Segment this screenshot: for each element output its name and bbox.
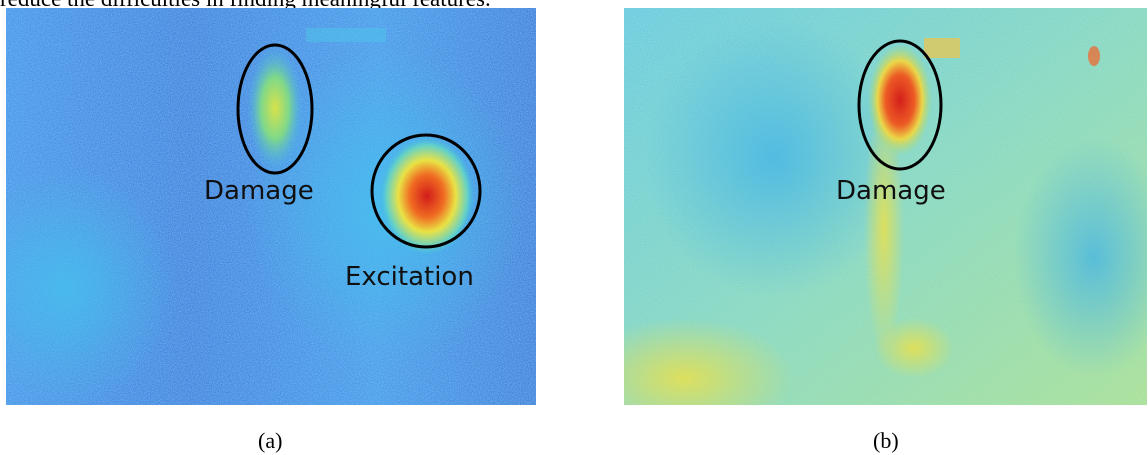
heatmap-image-b <box>624 8 1147 405</box>
damage-ellipse-a <box>236 43 314 175</box>
damage-label-a: Damage <box>204 176 314 206</box>
heatmap-image-a <box>6 8 536 405</box>
excitation-ellipse-a <box>370 133 482 249</box>
caption-b: (b) <box>873 428 899 453</box>
heatmap-panel-a: Damage Excitation <box>6 8 536 405</box>
damage-label-b: Damage <box>836 176 946 206</box>
caption-a: (a) <box>258 428 283 453</box>
excitation-label: Excitation <box>345 262 474 292</box>
truncated-body-text: reduce the difficulties in finding meani… <box>0 0 491 12</box>
heatmap-panel-b: Damage <box>624 8 1147 405</box>
damage-ellipse-b <box>857 39 943 171</box>
